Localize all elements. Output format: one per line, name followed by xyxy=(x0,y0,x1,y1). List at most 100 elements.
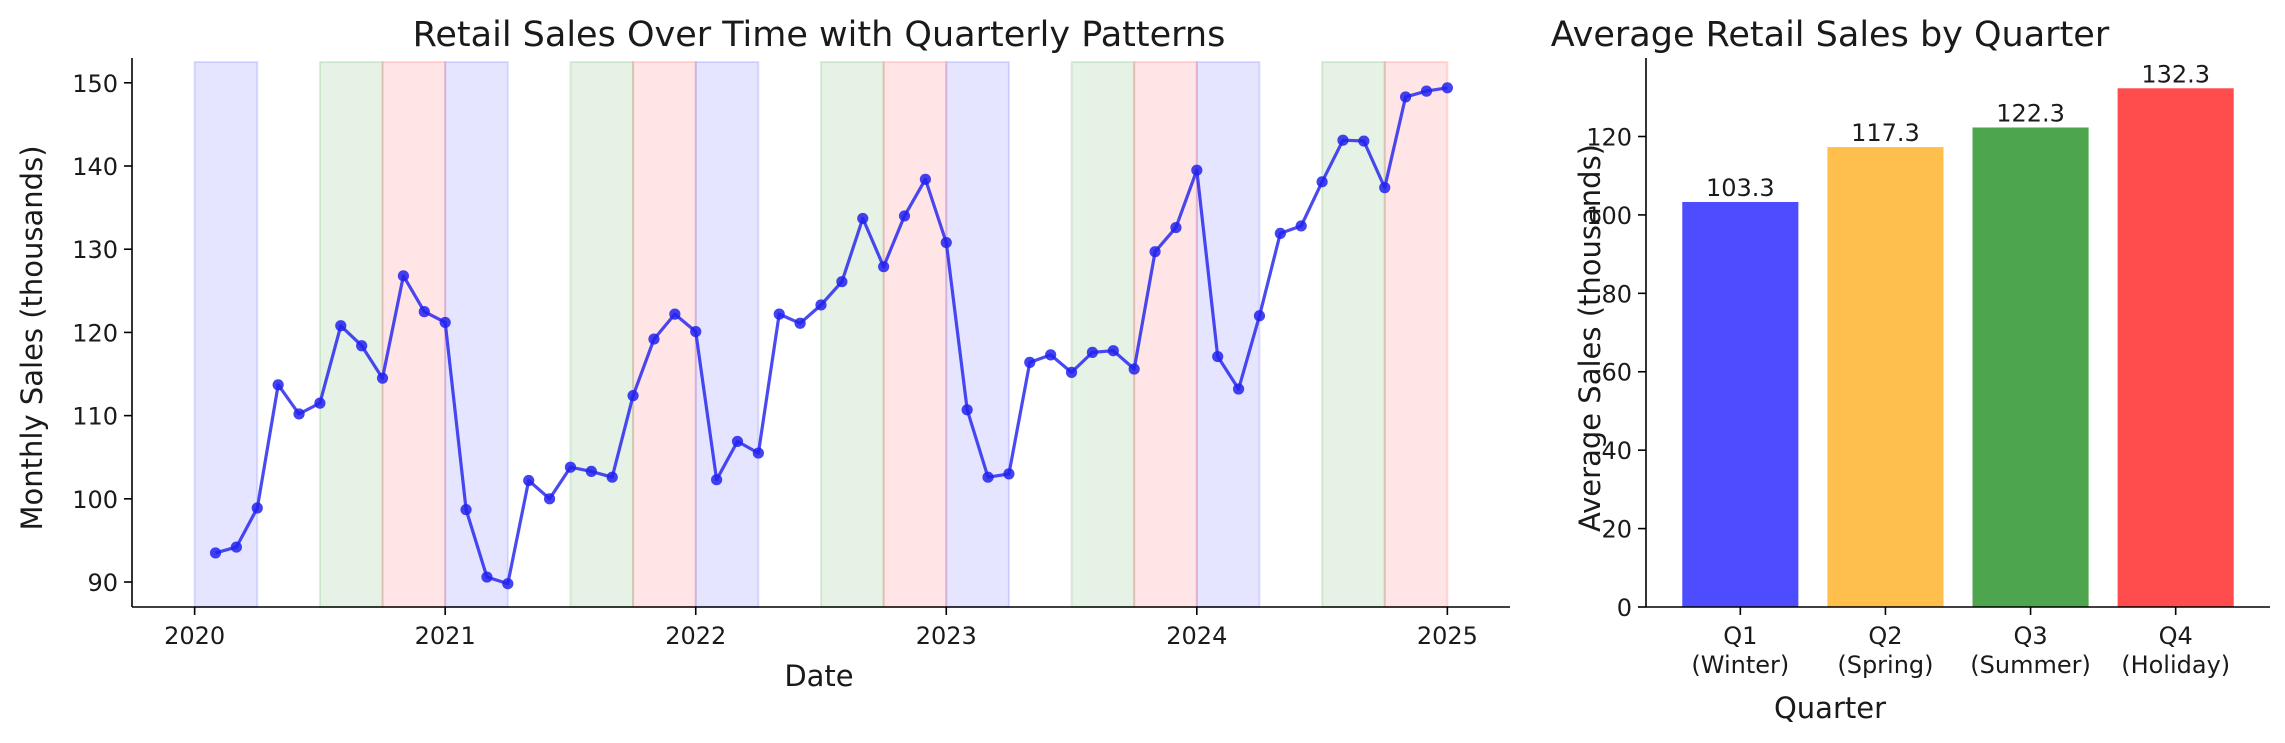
line-chart-y-ticks: 90 100 110 120 130 140 150 xyxy=(72,70,132,597)
quarter-shade-q3 xyxy=(1321,61,1386,608)
quarter-shade-q3 xyxy=(1070,61,1136,608)
sales-point xyxy=(543,493,556,505)
x-tick-label: 2024 xyxy=(1166,622,1227,650)
y-tick-label: 140 xyxy=(72,153,118,181)
bar-value-label: 122.3 xyxy=(1996,99,2065,127)
bar-value-labels: 103.3 117.3 122.3 132.3 xyxy=(1706,60,2210,202)
y-tick-label: 150 xyxy=(72,70,118,98)
x-tick-sublabel: (Summer) xyxy=(1970,651,2091,679)
sales-point xyxy=(1253,310,1266,322)
quarter-shade-q1 xyxy=(1195,61,1261,608)
quarter-shade-q3 xyxy=(569,61,635,608)
sales-point xyxy=(251,502,263,514)
bar-chart-x-ticks: Q1(Winter) Q2(Spring) Q3(Summer) Q4(Holiday… xyxy=(1691,607,2230,679)
bar-value-label: 103.3 xyxy=(1706,174,1775,202)
sales-point xyxy=(815,299,827,311)
sales-point xyxy=(752,447,764,459)
sales-point xyxy=(731,435,744,448)
x-tick-label: Q1 xyxy=(1723,622,1757,650)
sales-point xyxy=(293,408,305,420)
quarter-shade-q4 xyxy=(1383,61,1449,608)
sales-point xyxy=(1400,91,1412,103)
sales-point xyxy=(1212,350,1224,363)
sales-point xyxy=(272,379,284,391)
sales-point xyxy=(502,578,514,590)
bar-q4 xyxy=(2117,88,2234,608)
sales-point xyxy=(669,308,681,320)
bar-q3 xyxy=(1972,127,2089,607)
sales-point xyxy=(606,471,618,483)
sales-series xyxy=(209,82,1453,590)
x-tick-sublabel: (Holiday) xyxy=(2121,651,2230,679)
sales-point xyxy=(1274,227,1286,240)
sales-line xyxy=(215,86,1448,586)
quarter-shade-q1 xyxy=(945,61,1010,608)
sales-point xyxy=(1337,134,1349,146)
sales-point xyxy=(711,474,723,486)
sales-point xyxy=(209,547,222,559)
quarter-bars xyxy=(1682,88,2234,608)
y-tick-label: 120 xyxy=(72,319,118,347)
sales-point xyxy=(627,390,639,402)
sales-point xyxy=(919,173,931,185)
sales-point xyxy=(439,316,451,329)
line-chart-x-label: Date xyxy=(784,659,853,693)
sales-point xyxy=(1128,363,1140,375)
x-tick-label: 2020 xyxy=(164,622,225,650)
sales-point xyxy=(1232,383,1245,395)
sales-point xyxy=(460,504,472,516)
sales-point xyxy=(376,372,389,384)
sales-point xyxy=(1149,246,1161,258)
sales-point xyxy=(1024,356,1036,368)
x-tick-label: 2025 xyxy=(1417,622,1478,650)
x-tick-label: 2022 xyxy=(665,622,726,650)
sales-point xyxy=(961,404,973,416)
bar-value-label: 132.3 xyxy=(2141,60,2210,88)
sales-point xyxy=(1316,176,1328,188)
quarter-shade-q3 xyxy=(820,61,885,608)
y-tick-label: 40 xyxy=(1601,437,1632,465)
sales-point xyxy=(898,210,911,222)
line-chart: 2020 2021 2022 2023 2024 2025 90 100 110 120 130 1… xyxy=(15,15,1510,693)
bar-chart: 0 20 40 60 80 100 120 Q1(Winter) Q2(Spring) Q3(S… xyxy=(1551,15,2270,725)
sales-point xyxy=(836,276,848,288)
quarter-shade-q1 xyxy=(444,61,509,608)
bar-chart-y-ticks: 0 20 40 60 80 100 120 xyxy=(1586,123,1646,622)
x-tick-label: 2023 xyxy=(916,622,977,650)
sales-point xyxy=(794,317,806,329)
sales-point xyxy=(564,461,577,473)
sales-point xyxy=(1170,221,1182,234)
sales-point xyxy=(982,471,994,483)
bar-chart-axes xyxy=(1645,58,2270,608)
sales-point xyxy=(1003,468,1015,480)
sales-point xyxy=(1107,345,1119,357)
x-tick-label: Q4 xyxy=(2159,622,2193,650)
x-tick-label: Q3 xyxy=(2013,622,2047,650)
bar-q1 xyxy=(1682,201,1799,607)
sales-point xyxy=(356,340,368,352)
sales-point xyxy=(418,306,430,318)
y-tick-label: 100 xyxy=(72,486,118,514)
sales-point xyxy=(1295,220,1307,232)
sales-point xyxy=(1065,366,1078,378)
y-tick-label: 110 xyxy=(72,403,118,431)
x-tick-sublabel: (Spring) xyxy=(1837,651,1933,679)
sales-point xyxy=(648,333,660,345)
sales-point xyxy=(1441,82,1453,94)
bar-chart-x-label: Quarter xyxy=(1774,691,1886,725)
quarter-shade-q4 xyxy=(1133,61,1198,608)
sales-point xyxy=(1086,346,1099,358)
line-chart-x-ticks: 2020 2021 2022 2023 2024 2025 xyxy=(164,607,1478,650)
bar-value-label: 117.3 xyxy=(1851,119,1920,147)
sales-point xyxy=(335,320,347,332)
sales-point xyxy=(1191,164,1203,176)
y-tick-label: 130 xyxy=(72,236,118,264)
y-tick-label: 90 xyxy=(87,569,118,597)
quarter-shade-q4 xyxy=(882,61,948,608)
quarter-shade-q1 xyxy=(694,61,760,608)
x-tick-sublabel: (Winter) xyxy=(1691,651,1789,679)
sales-point xyxy=(1379,182,1391,194)
bar-chart-y-label: Average Sales (thousands) xyxy=(1573,144,1607,532)
